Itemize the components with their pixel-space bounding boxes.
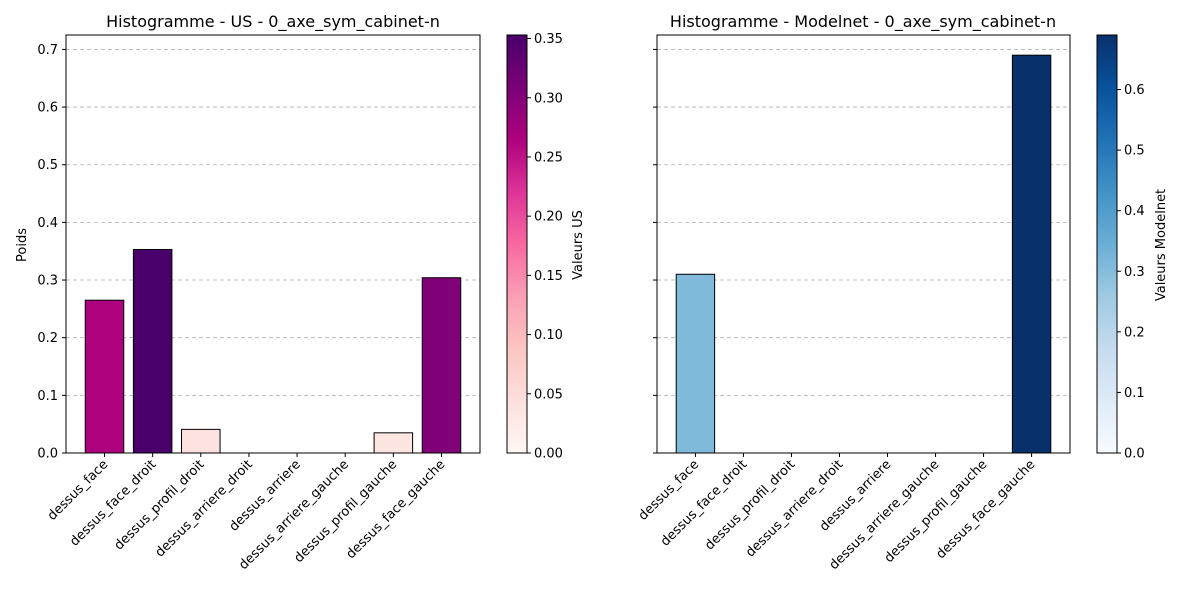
chart-title: Histogramme - US - 0_axe_sym_cabinet-n: [106, 12, 440, 32]
y-tick-label: 0.0: [37, 447, 58, 462]
plot-frame: [656, 34, 1071, 454]
colorbar-label: Valeurs Modelnet: [1154, 189, 1169, 301]
chart-us: Histogramme - US - 0_axe_sym_cabinet-n P…: [15, 12, 586, 573]
colorbar-tick-label: 0.0: [1124, 447, 1145, 462]
colorbar-tick-label: 0.00: [534, 447, 563, 462]
grid: [657, 49, 1070, 454]
colorbar-tick-label: 0.20: [534, 210, 563, 225]
x-tick-label: dessus_arriere_droit: [153, 457, 256, 560]
colorbar-tick-label: 0.10: [534, 328, 563, 343]
x-ticks: dessus_facedessus_face_droitdessus_profi…: [636, 453, 1039, 573]
y-tick-label: 0.4: [37, 216, 58, 231]
y-tick-label: 0.5: [37, 158, 58, 173]
x-tick-label: dessus_face_gauche: [343, 457, 448, 562]
y-tick-label: 0.7: [37, 43, 58, 58]
bars: [675, 54, 1052, 454]
bar: [675, 273, 716, 454]
bar: [421, 277, 462, 454]
chart-modelnet: Histogramme - Modelnet - 0_axe_sym_cabin…: [636, 12, 1169, 573]
chart-title: Histogramme - Modelnet - 0_axe_sym_cabin…: [670, 12, 1056, 32]
x-tick-label: dessus_face_droit: [67, 457, 159, 549]
y-tick-label: 0.3: [37, 274, 58, 289]
colorbar-gradient: [1096, 34, 1118, 454]
bar: [132, 248, 173, 454]
y-axis-label: Poids: [15, 228, 30, 262]
colorbar-tick-label: 0.1: [1124, 386, 1145, 401]
colorbar-ticks: 0.00 0.05 0.10 0.15 0.20 0.25 0.30 0.35: [527, 32, 563, 462]
colorbar-tick-label: 0.6: [1124, 83, 1145, 98]
colorbar-tick-label: 0.30: [534, 91, 563, 106]
x-tick-label: dessus_face_gauche: [934, 457, 1039, 562]
x-tick-label: dessus_face_droit: [658, 457, 750, 549]
colorbar-tick-label: 0.3: [1124, 265, 1145, 280]
colorbar-tick-label: 0.15: [534, 269, 563, 284]
x-tick-label: dessus_profil_droit: [112, 457, 208, 553]
bar: [373, 432, 414, 454]
y-ticks: 0.0 0.1 0.2 0.3 0.4 0.5 0.6 0.7: [37, 43, 66, 462]
colorbar-tick-label: 0.35: [534, 32, 563, 47]
colorbar: 0.00 0.05 0.10 0.15 0.20 0.25 0.30 0.35 Valeurs…: [506, 32, 586, 462]
bar: [1011, 54, 1052, 454]
colorbar-label: Valeurs US: [571, 210, 586, 280]
colorbar: 0.0 0.1 0.2 0.3 0.4 0.5 0.6 Valeurs Modelnet: [1096, 34, 1169, 462]
bars: [84, 248, 462, 454]
grid: [66, 49, 480, 454]
y-tick-label: 0.2: [37, 331, 58, 346]
bar: [181, 428, 221, 454]
colorbar-tick-label: 0.05: [534, 387, 563, 402]
colorbar-ticks: 0.0 0.1 0.2 0.3 0.4 0.5 0.6: [1117, 83, 1145, 462]
colorbar-tick-label: 0.25: [534, 150, 563, 165]
colorbar-tick-label: 0.4: [1124, 204, 1145, 219]
bar: [84, 299, 125, 454]
y-ticks: [653, 48, 657, 454]
y-tick-label: 0.1: [37, 389, 58, 404]
colorbar-tick-label: 0.2: [1124, 325, 1145, 340]
x-ticks: dessus_facedessus_face_droitdessus_profi…: [45, 453, 448, 573]
plot-frame: [65, 34, 481, 454]
y-tick-label: 0.6: [37, 101, 58, 116]
x-tick-label: dessus_profil_droit: [702, 457, 798, 553]
colorbar-gradient: [506, 34, 528, 454]
colorbar-tick-label: 0.5: [1124, 144, 1145, 159]
